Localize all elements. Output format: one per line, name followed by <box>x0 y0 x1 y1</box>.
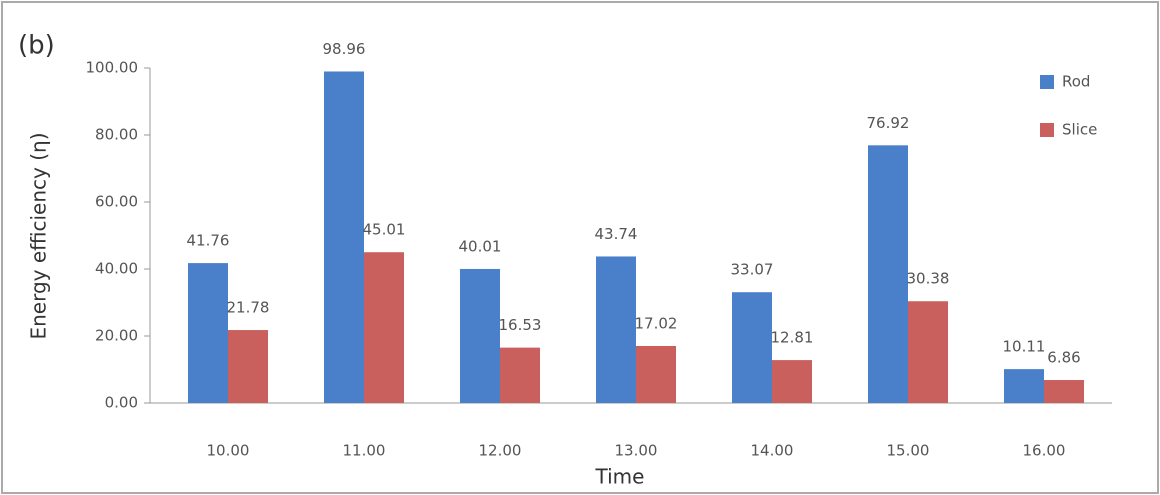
y-tick-label: 0.00 <box>105 394 138 412</box>
y-tick-label: 60.00 <box>95 193 138 211</box>
data-label: 12.81 <box>771 329 814 347</box>
legend-swatch <box>1040 75 1054 89</box>
legend-swatch <box>1040 123 1054 137</box>
x-tick-label: 10.00 <box>207 442 250 460</box>
bar <box>500 347 540 403</box>
y-tick-label: 20.00 <box>95 327 138 345</box>
y-tick-label: 80.00 <box>95 126 138 144</box>
x-tick-label: 14.00 <box>751 442 794 460</box>
y-axis-label: Energy efficiency (η) <box>27 132 51 339</box>
x-tick-label: 16.00 <box>1023 442 1066 460</box>
bar <box>228 330 268 403</box>
panel-label: (b) <box>18 31 55 61</box>
bar <box>324 71 364 403</box>
x-tick-label: 11.00 <box>343 442 386 460</box>
data-label: 6.86 <box>1047 349 1080 367</box>
data-label: 45.01 <box>363 221 406 239</box>
x-tick-label: 13.00 <box>615 442 658 460</box>
bar <box>636 345 676 403</box>
bar <box>732 292 772 403</box>
data-label: 43.74 <box>595 225 638 243</box>
data-label: 98.96 <box>323 40 366 58</box>
x-tick-label: 15.00 <box>887 442 930 460</box>
data-label: 40.01 <box>459 237 502 255</box>
legend-label: Rod <box>1062 73 1090 91</box>
bar <box>364 252 404 403</box>
x-axis-label: Time <box>595 465 645 489</box>
data-label: 17.02 <box>635 314 678 332</box>
bar <box>868 145 908 403</box>
legend-label: Slice <box>1062 121 1097 139</box>
data-label: 10.11 <box>1003 338 1046 356</box>
x-tick-label: 12.00 <box>479 442 522 460</box>
data-label: 30.38 <box>907 270 950 288</box>
bar <box>1004 369 1044 403</box>
bar <box>1044 380 1084 403</box>
data-label: 21.78 <box>227 299 270 317</box>
bar <box>772 360 812 403</box>
bar <box>460 268 500 403</box>
data-label: 76.92 <box>867 114 910 132</box>
bar <box>188 263 228 403</box>
bar <box>596 256 636 403</box>
data-label: 41.76 <box>187 232 230 250</box>
data-label: 16.53 <box>499 316 542 334</box>
data-label: 33.07 <box>731 261 774 279</box>
bar <box>908 301 948 403</box>
y-tick-label: 40.00 <box>95 260 138 278</box>
y-tick-label: 100.00 <box>86 59 139 77</box>
